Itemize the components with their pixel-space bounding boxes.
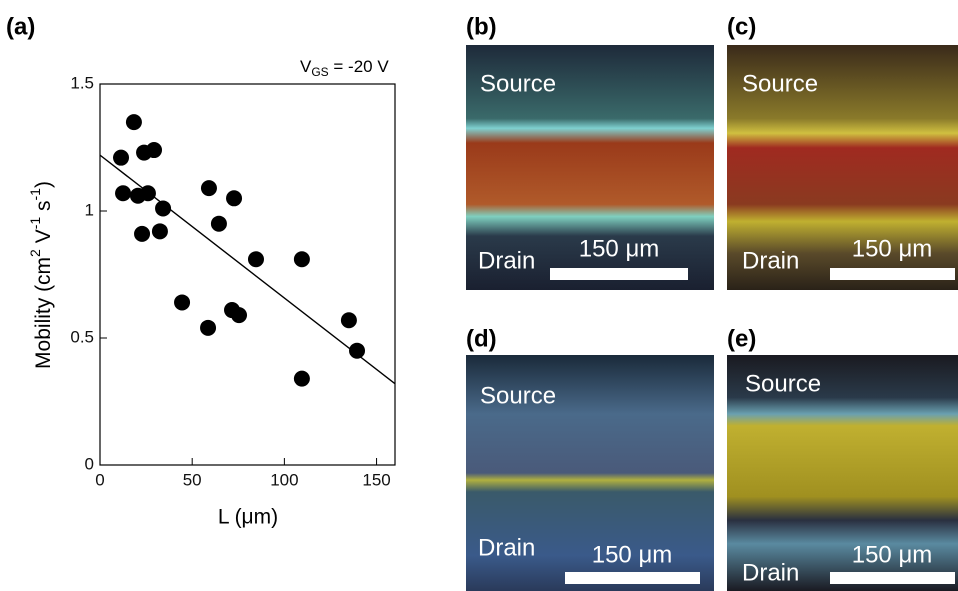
annotation-text: = -20 V bbox=[329, 57, 390, 76]
data-point bbox=[174, 294, 190, 310]
annotation-text: V bbox=[300, 57, 312, 76]
x-tick-label: 50 bbox=[183, 470, 202, 489]
drain-label: Drain bbox=[478, 247, 535, 274]
y-tick-label: 0 bbox=[85, 454, 94, 473]
x-tick-label: 100 bbox=[270, 470, 298, 489]
panel-label: (b) bbox=[466, 13, 497, 40]
y-label-superscript: -1 bbox=[27, 188, 43, 201]
data-point bbox=[200, 320, 216, 336]
source-label: Source bbox=[745, 370, 821, 397]
y-tick-label: 1 bbox=[85, 200, 94, 219]
data-point bbox=[113, 150, 129, 166]
drain-label: Drain bbox=[742, 559, 799, 586]
y-label-superscript: 2 bbox=[27, 249, 43, 257]
data-point bbox=[140, 185, 156, 201]
annotation-sub: GS bbox=[311, 65, 328, 79]
y-label-text: s bbox=[32, 201, 55, 217]
scale-bar bbox=[830, 268, 955, 280]
scale-label: 150 μm bbox=[592, 541, 673, 568]
y-label-superscript: -1 bbox=[27, 217, 43, 230]
panel-label: (e) bbox=[727, 325, 756, 352]
data-point bbox=[341, 312, 357, 328]
data-point bbox=[134, 226, 150, 242]
figure: (a) VGS = -20 V L (μm) Mobility (cm2 V-1… bbox=[0, 0, 958, 591]
y-tick-label: 0.5 bbox=[70, 327, 94, 346]
source-label: Source bbox=[480, 382, 556, 409]
data-point bbox=[152, 223, 168, 239]
y-axis-label: Mobility (cm2 V-1 s-1) bbox=[27, 181, 55, 369]
data-point bbox=[115, 185, 131, 201]
plot: 0 50 100 150 0 0.5 1 1.5 bbox=[70, 73, 395, 489]
y-label-text: V bbox=[32, 229, 55, 249]
scale-bar bbox=[565, 572, 700, 584]
data-point bbox=[294, 251, 310, 267]
data-point bbox=[146, 142, 162, 158]
scale-label: 150 μm bbox=[852, 541, 933, 568]
x-tick-label: 150 bbox=[362, 470, 390, 489]
data-point bbox=[126, 114, 142, 130]
plot-frame bbox=[100, 84, 395, 465]
drain-label: Drain bbox=[478, 534, 535, 561]
data-point bbox=[201, 180, 217, 196]
panel-label: (a) bbox=[6, 13, 35, 40]
data-point bbox=[211, 216, 227, 232]
data-point bbox=[226, 190, 242, 206]
data-point bbox=[294, 371, 310, 387]
y-label-text: ) bbox=[32, 181, 55, 188]
drain-label: Drain bbox=[742, 247, 799, 274]
scale-bar bbox=[550, 268, 688, 280]
x-axis-label: L (μm) bbox=[218, 506, 278, 529]
source-label: Source bbox=[480, 70, 556, 97]
x-tick-label: 0 bbox=[95, 470, 104, 489]
data-point bbox=[155, 200, 171, 216]
scale-label: 150 μm bbox=[579, 235, 660, 262]
annotation: VGS = -20 V bbox=[300, 57, 389, 79]
panel-label: (d) bbox=[466, 325, 497, 352]
data-point bbox=[231, 307, 247, 323]
scale-label: 150 μm bbox=[852, 235, 933, 262]
page: (a) VGS = -20 V L (μm) Mobility (cm2 V-1… bbox=[0, 0, 958, 591]
panel-label: (c) bbox=[727, 13, 756, 40]
y-label-text: Mobility (cm bbox=[32, 257, 55, 369]
data-point bbox=[349, 343, 365, 359]
scale-bar bbox=[830, 572, 955, 584]
data-point bbox=[248, 251, 264, 267]
y-tick-label: 1.5 bbox=[70, 73, 94, 92]
source-label: Source bbox=[742, 70, 818, 97]
